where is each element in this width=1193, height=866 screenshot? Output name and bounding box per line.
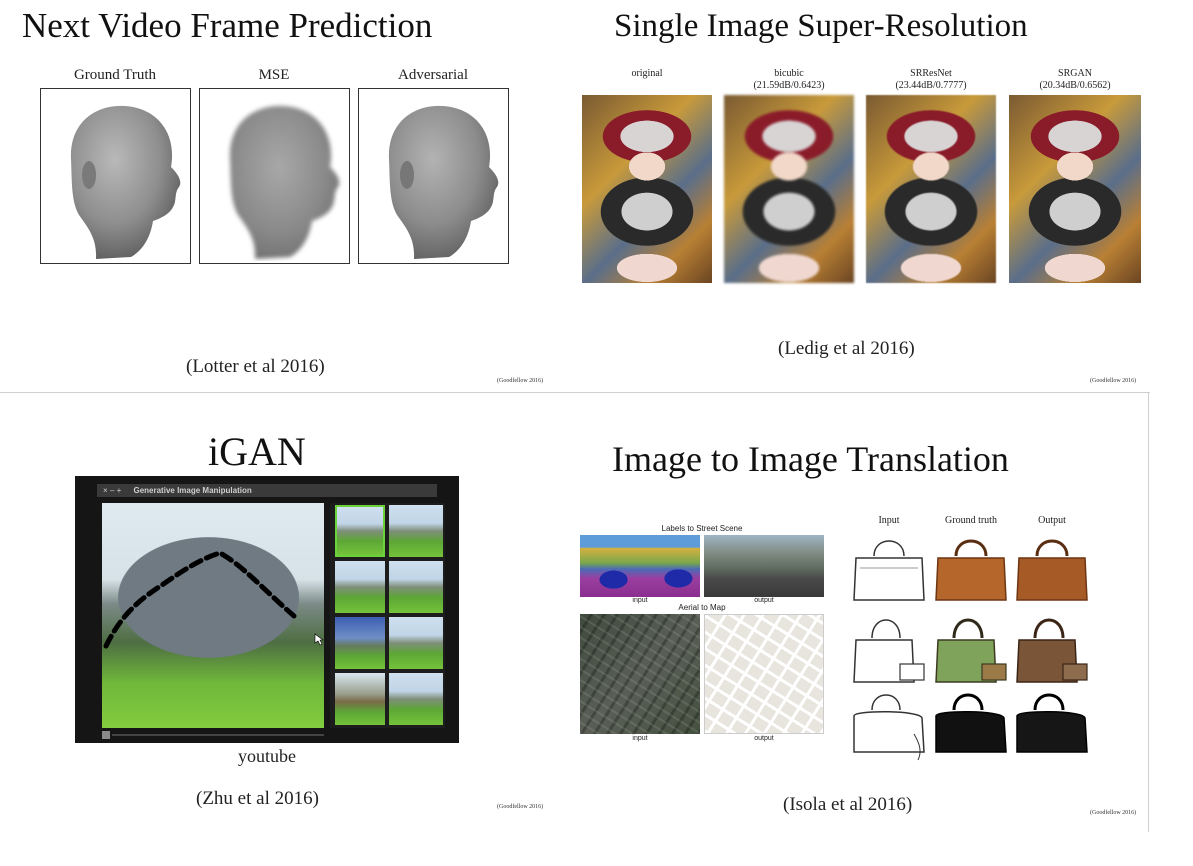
bag-output-header: Output [1038, 515, 1066, 526]
sr-srgan-label: SRGAN [1058, 68, 1092, 79]
adversarial-frame [358, 88, 509, 264]
street-scene-output [704, 535, 824, 597]
video-citation: (Lotter et al 2016) [186, 356, 325, 377]
video-credit: (Goodfellow 2016) [497, 378, 544, 384]
aerial-map-title: Aerial to Map [678, 603, 726, 612]
head-render-mse [229, 105, 340, 259]
bag-sketch-input [853, 619, 925, 683]
ground-truth-label: Ground Truth [73, 67, 157, 83]
igan-thumbnail[interactable] [335, 673, 385, 725]
igan-thumbnail[interactable] [389, 673, 443, 725]
superres-credit: (Goodfellow 2016) [1090, 378, 1137, 384]
superres-citation: (Ledig et al 2016) [778, 338, 915, 359]
igan-thumbnail[interactable] [389, 505, 443, 557]
sr-bicubic-image [724, 95, 854, 283]
translation-title: Image to Image Translation [612, 439, 1009, 479]
aerial-photo-input [580, 614, 700, 734]
igan-thumbnail-grid [330, 503, 445, 728]
horizontal-divider [0, 392, 1150, 393]
vertical-divider [1148, 392, 1149, 832]
sr-bicubic-label: bicubic [774, 68, 804, 79]
sr-original-label: original [631, 68, 663, 79]
video-progress-handle[interactable] [102, 731, 110, 739]
bag-ground-truth [935, 539, 1007, 601]
superres-title: Single Image Super-Resolution [614, 8, 1028, 44]
street-scene-title: Labels to Street Scene [661, 524, 743, 533]
aerial-output-label: output [754, 735, 774, 742]
igan-thumbnail-selected[interactable] [335, 505, 385, 557]
sr-srgan-image [1009, 95, 1141, 283]
bag-sketch-input [853, 694, 925, 761]
sketch-stroke [103, 550, 324, 649]
ground-truth-frame [40, 88, 191, 264]
mse-label: MSE [258, 67, 290, 83]
window-controls[interactable]: × – + [103, 486, 122, 495]
head-render-ground-truth [70, 105, 181, 259]
bag-output [1016, 618, 1088, 683]
street-output-label: output [754, 597, 774, 604]
street-label-map-input [580, 535, 700, 597]
igan-thumbnail[interactable] [389, 617, 443, 669]
igan-title: iGAN [208, 429, 306, 474]
igan-window-titlebar: × – + Generative Image Manipulation [97, 484, 437, 497]
aerial-input-label: input [632, 735, 648, 742]
igan-window-title: Generative Image Manipulation [133, 486, 252, 495]
translation-credit: (Goodfellow 2016) [1090, 810, 1137, 816]
bag-ground-truth [935, 618, 1007, 683]
mse-frame [199, 88, 350, 264]
bag-output [1016, 693, 1088, 753]
map-output [704, 614, 824, 734]
igan-video[interactable]: × – + Generative Image Manipulation [75, 476, 459, 743]
bag-ground-truth-header: Ground truth [945, 515, 997, 526]
translation-citation: (Isola et al 2016) [783, 794, 913, 815]
sr-bicubic-metric: (21.59dB/0.6423) [753, 80, 825, 91]
video-title: Next Video Frame Prediction [22, 6, 433, 45]
igan-thumbnail[interactable] [389, 561, 443, 613]
igan-caption: youtube [238, 746, 296, 766]
bag-sketch-input [853, 540, 925, 601]
adversarial-label: Adversarial [398, 67, 468, 83]
bag-input-header: Input [878, 515, 900, 526]
sr-srgan-metric: (20.34dB/0.6562) [1039, 80, 1111, 91]
street-input-label: input [632, 597, 648, 604]
igan-citation: (Zhu et al 2016) [196, 788, 319, 809]
sr-srresnet-label: SRResNet [910, 68, 952, 79]
bag-ground-truth [935, 693, 1007, 753]
sr-original-image [582, 95, 712, 283]
igan-thumbnail[interactable] [335, 617, 385, 669]
igan-thumbnail[interactable] [335, 561, 385, 613]
igan-credit: (Goodfellow 2016) [497, 804, 544, 810]
head-render-adversarial [388, 105, 499, 259]
sr-srresnet-metric: (23.44dB/0.7777) [895, 80, 967, 91]
video-progress-track[interactable] [112, 734, 324, 736]
sr-srresnet-image [866, 95, 996, 283]
bag-output [1016, 539, 1088, 601]
igan-drawing-canvas[interactable] [102, 503, 324, 728]
